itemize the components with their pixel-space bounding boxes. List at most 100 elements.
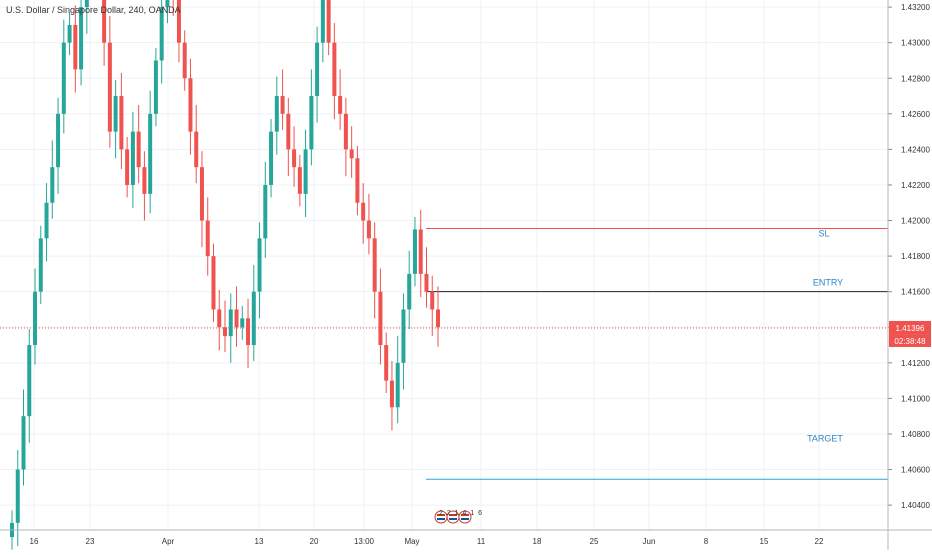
chart-title: U.S. Dollar / Singapore Dollar, 240, OAN…	[6, 5, 181, 15]
candle-body	[326, 0, 331, 43]
candle-body	[246, 318, 251, 346]
countdown-tag	[889, 334, 931, 347]
level-label-sl: SL	[818, 229, 829, 239]
candle-body	[240, 318, 245, 328]
flag-stripe-icon	[461, 518, 469, 520]
candle-body	[107, 42, 112, 132]
candle-body	[372, 238, 377, 292]
candle-body	[395, 362, 400, 408]
candle-body	[182, 42, 187, 79]
candle-body	[194, 131, 199, 168]
price-tick-label: 1.42000	[901, 217, 930, 226]
candle-body	[401, 309, 406, 363]
candle-body	[228, 309, 233, 337]
flag-stripe-icon	[437, 518, 445, 520]
candle-body	[33, 291, 38, 346]
candle-body	[234, 309, 239, 328]
candle-body	[21, 416, 26, 470]
flag-stripe-icon	[449, 514, 457, 516]
candle-body	[355, 158, 360, 203]
candle-body	[349, 149, 354, 159]
candle-body	[136, 131, 141, 168]
candle-body	[436, 309, 440, 328]
events-count-label: 2 2 1 4 1 6	[439, 510, 483, 517]
candle-body	[309, 96, 314, 150]
candle-body	[251, 291, 256, 346]
candle-body	[44, 202, 49, 239]
candle-body	[199, 167, 204, 221]
candle-body	[176, 0, 181, 43]
countdown-label: 02:38:48	[894, 337, 926, 346]
candle-body	[61, 42, 66, 114]
candle-body	[389, 380, 394, 408]
price-tick-label: 1.41800	[901, 252, 930, 261]
price-tick-label: 1.42400	[901, 145, 930, 154]
time-tick-label: 18	[533, 537, 542, 546]
time-tick-label: 13	[255, 537, 264, 546]
flag-stripe-icon	[449, 518, 457, 520]
time-tick-label: May	[404, 537, 419, 546]
time-tick-label: 15	[760, 537, 769, 546]
time-tick-label: 16	[30, 537, 39, 546]
candle-body	[338, 96, 343, 114]
time-tick-label: 20	[310, 537, 319, 546]
candle-body	[84, 0, 89, 8]
candle-body	[269, 131, 274, 185]
candle-body	[102, 0, 107, 43]
candle-body	[320, 0, 325, 43]
time-tick-label: 25	[590, 537, 599, 546]
candle-body	[217, 309, 222, 328]
price-tick-label: 1.41200	[901, 359, 930, 368]
candle-body	[165, 0, 170, 8]
candle-body	[378, 291, 383, 346]
candle-body	[67, 24, 72, 43]
time-tick-label: 23	[86, 537, 95, 546]
price-tick-label: 1.40400	[901, 501, 930, 510]
candle-body	[430, 291, 435, 310]
candle-body	[79, 7, 84, 70]
candle-body	[412, 229, 417, 274]
price-tick-label: 1.42600	[901, 110, 930, 119]
candle-body	[280, 96, 285, 114]
price-tick-label: 1.42800	[901, 74, 930, 83]
candle-body	[303, 149, 308, 194]
time-tick-label: Jun	[643, 537, 656, 546]
events-markers: 2 2 1 4 1 6	[434, 510, 483, 524]
candle-body	[188, 78, 193, 132]
candle-body	[142, 167, 147, 194]
candle-body	[343, 113, 348, 150]
candle-body	[297, 167, 302, 194]
candle-body	[119, 96, 124, 150]
candle-body	[384, 345, 389, 381]
candle-body	[125, 149, 130, 185]
candle-body	[205, 220, 210, 257]
price-tick-label: 1.41000	[901, 394, 930, 403]
candle-body	[361, 202, 366, 221]
candle-body	[286, 113, 291, 150]
candle-body	[50, 167, 55, 203]
candle-body	[148, 113, 153, 194]
candle-body	[130, 131, 135, 185]
time-tick-label: 11	[477, 537, 486, 546]
candle-body	[15, 469, 20, 523]
time-tick-label: 8	[704, 537, 709, 546]
candle-body	[223, 327, 227, 337]
candle-body	[113, 96, 118, 132]
candle-body	[73, 24, 78, 70]
candle-body	[159, 7, 164, 61]
flag-stripe-icon	[437, 514, 445, 516]
candle-body	[366, 220, 371, 239]
current-price-label: 1.41396	[896, 324, 925, 333]
trade-levels: SL ENTRY TARGET	[0, 228, 888, 480]
current-price-tag	[889, 320, 931, 335]
grid	[0, 0, 888, 530]
time-tick-label: Apr	[162, 537, 175, 546]
candle-body	[38, 238, 43, 292]
candle-body	[263, 184, 268, 239]
flag-stripe-icon	[461, 514, 469, 516]
level-label-entry: ENTRY	[813, 278, 843, 288]
candle-body	[418, 229, 423, 274]
